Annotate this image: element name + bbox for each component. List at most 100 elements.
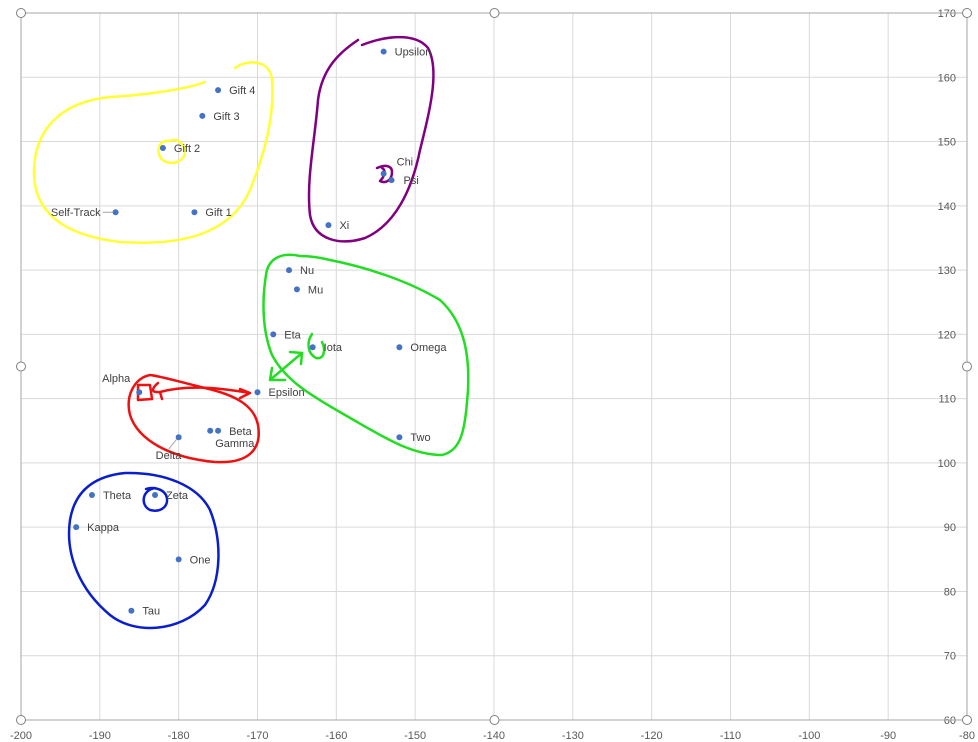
data-point — [73, 524, 80, 531]
data-point — [309, 344, 316, 351]
data-point-label: Zeta — [166, 490, 189, 502]
resize-handle[interactable] — [962, 715, 972, 725]
data-point — [254, 389, 261, 396]
x-tick-label: -150 — [404, 730, 426, 742]
resize-handle[interactable] — [16, 8, 26, 18]
data-point — [88, 492, 95, 499]
y-tick-label: 140 — [938, 201, 956, 213]
data-point-label: Delta — [156, 450, 183, 462]
data-point — [136, 389, 143, 396]
data-point-label: Nu — [300, 265, 314, 277]
x-tick-label: -100 — [798, 730, 820, 742]
data-point-label: Eta — [284, 329, 301, 341]
x-tick-label: -80 — [959, 730, 975, 742]
data-point — [325, 222, 332, 229]
annotation-blue-small-loop — [142, 486, 169, 512]
y-tick-label: 170 — [938, 8, 956, 20]
data-point — [396, 344, 403, 351]
y-tick-label: 150 — [938, 137, 956, 149]
data-point-label: Mu — [308, 284, 323, 296]
data-point — [293, 286, 300, 293]
data-point — [152, 492, 159, 499]
data-point — [159, 144, 166, 151]
data-point — [380, 48, 387, 55]
y-tick-label: 120 — [938, 329, 956, 341]
annotation-green-loop — [262, 253, 470, 457]
leader-line — [168, 438, 178, 450]
gridlines — [20, 12, 968, 721]
annotations — [32, 35, 470, 630]
x-tick-label: -190 — [89, 730, 111, 742]
y-tick-label: 100 — [938, 458, 956, 470]
data-point — [207, 427, 214, 434]
data-point-label: Tau — [142, 606, 160, 618]
data-point-label: Gift 2 — [174, 143, 200, 155]
data-point-label: One — [190, 554, 211, 566]
x-tick-label: -170 — [246, 730, 268, 742]
data-point — [112, 209, 119, 216]
annotation-red-arrow — [151, 381, 252, 401]
x-tick-label: -180 — [168, 730, 190, 742]
data-point-label: Gift 1 — [205, 207, 231, 219]
annotation-blue-loop — [67, 471, 220, 630]
data-point — [175, 434, 182, 441]
data-point — [388, 177, 395, 184]
resize-handle[interactable] — [489, 8, 500, 18]
leader-lines — [102, 211, 178, 450]
data-points — [73, 48, 403, 614]
x-tick-label: -90 — [880, 730, 896, 742]
resize-handle[interactable] — [962, 8, 972, 18]
x-tick-label: -120 — [641, 730, 663, 742]
y-tick-label: 160 — [938, 72, 956, 84]
axes: -200 -190 -180 -170 -160 -150 -140 -130 -120 -110… — [10, 8, 975, 742]
x-tick-label: -130 — [562, 730, 584, 742]
y-tick-label: 90 — [944, 522, 956, 534]
annotation-purple-loop — [307, 35, 435, 243]
x-tick-label: -160 — [325, 730, 347, 742]
annotation-yellow-loop — [32, 61, 274, 244]
resize-handle[interactable] — [489, 715, 500, 725]
y-tick-label: 80 — [944, 586, 956, 598]
data-point — [380, 170, 387, 177]
data-point-label: Theta — [103, 490, 132, 502]
data-point — [270, 331, 277, 338]
data-point — [128, 607, 135, 614]
data-point-label: Psi — [404, 175, 419, 187]
y-tick-label: 110 — [938, 394, 956, 406]
data-point-label: Gift 4 — [229, 85, 255, 97]
data-point-label: Iota — [324, 342, 343, 354]
data-point-label: Gamma — [215, 438, 255, 450]
data-point — [215, 87, 222, 94]
data-point-label: Beta — [229, 426, 253, 438]
data-point-label: Alpha — [102, 373, 131, 385]
y-tick-label: 60 — [944, 715, 956, 727]
y-tick-label: 70 — [944, 651, 956, 663]
data-point-label: Self-Track — [51, 207, 101, 219]
data-point-label: Kappa — [87, 522, 120, 534]
annotation-green-small-loop — [307, 332, 326, 360]
y-tick-label: 130 — [938, 265, 956, 277]
data-point — [396, 434, 403, 441]
data-point — [215, 427, 222, 434]
resize-handle[interactable] — [962, 361, 972, 372]
annotation-red-small-box — [136, 383, 154, 402]
data-point — [191, 209, 198, 216]
data-point-label: Upsilon — [395, 47, 432, 59]
data-point — [175, 556, 182, 563]
data-point-label: Chi — [397, 157, 414, 169]
data-point-label: Two — [410, 432, 430, 444]
data-point — [286, 267, 293, 274]
point-labels: Gift 4 Gift 3 Gift 2 Self-Track Gift 1 Upsilo… — [51, 47, 447, 618]
annotation-green-arrow — [268, 350, 304, 382]
data-point — [199, 112, 206, 119]
annotation-yellow-small-loop — [157, 138, 186, 165]
x-tick-label: -110 — [720, 730, 741, 742]
data-point-label: Epsilon — [269, 387, 305, 399]
data-point-label: Gift 3 — [213, 111, 239, 123]
x-tick-label: -200 — [10, 730, 32, 742]
resize-handle[interactable] — [16, 361, 26, 372]
selection-handles — [16, 8, 972, 725]
data-point-label: Xi — [339, 220, 349, 232]
resize-handle[interactable] — [16, 715, 26, 725]
